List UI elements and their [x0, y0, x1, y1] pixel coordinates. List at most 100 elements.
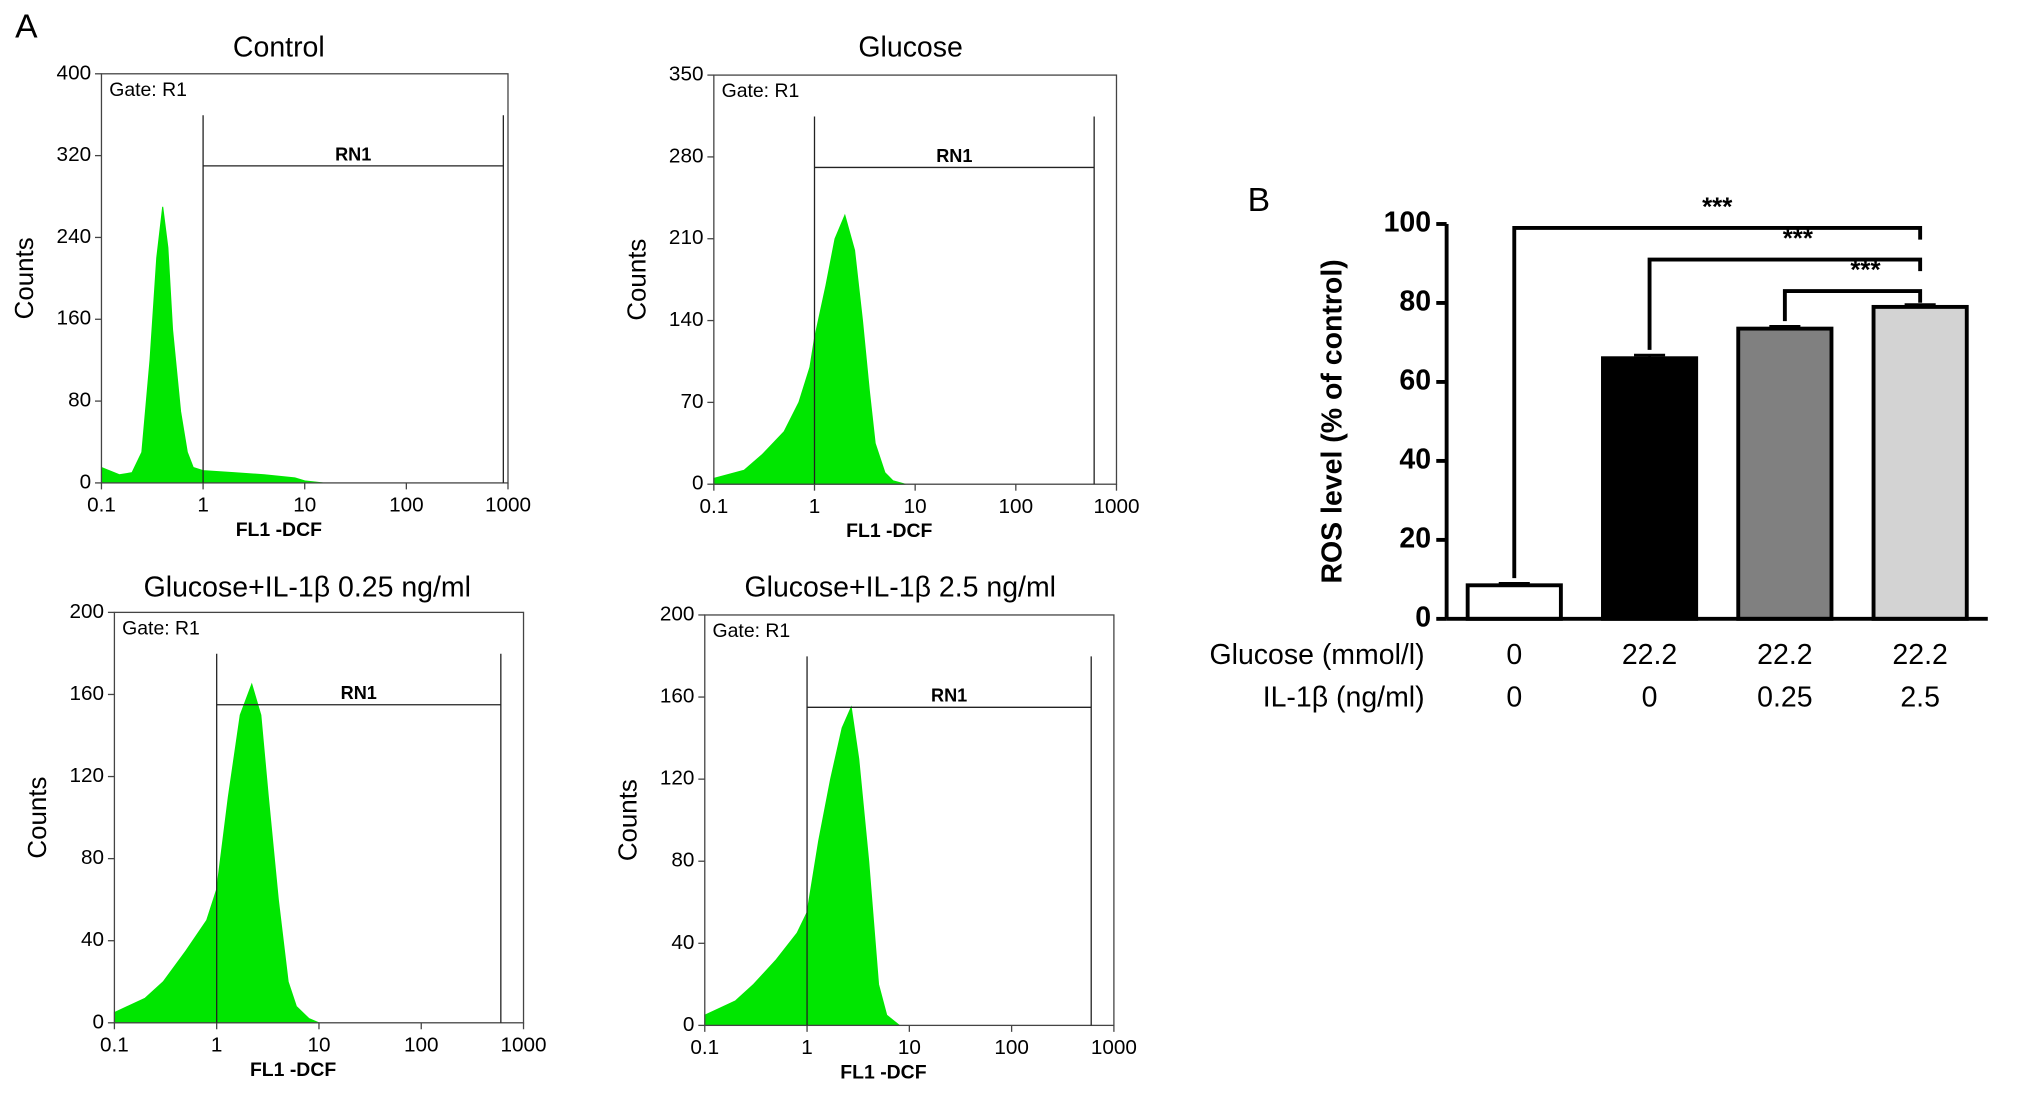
plot-frame [113, 611, 525, 1024]
x-tick-label: 10 [904, 495, 927, 518]
chart-title: Glucose+IL-1β 0.25 ng/ml [144, 572, 471, 604]
gate-label: RN1 [931, 686, 967, 706]
row-value: 22.2 [1622, 639, 1677, 671]
y-tick-label: 80 [68, 389, 91, 412]
x-tick-label: 0.1 [100, 1034, 129, 1057]
row-value: 22.2 [1892, 639, 1947, 671]
y-tick-label: 280 [669, 144, 704, 167]
x-tick-label: 100 [994, 1036, 1029, 1059]
row-value: 0 [1506, 682, 1522, 714]
row-value: 0 [1642, 682, 1658, 714]
row-label: IL-1β (ng/ml) [1263, 682, 1425, 714]
y-tick-label: 0 [683, 1013, 695, 1036]
gate-annotation: Gate: R1 [109, 79, 187, 101]
bar [1465, 583, 1563, 621]
x-tick-label: 0.1 [87, 494, 116, 517]
chart-title: Control [233, 32, 325, 64]
histogram-area [713, 213, 906, 485]
panel-label: B [1248, 182, 1270, 219]
row-value: 22.2 [1757, 639, 1812, 671]
bar [1736, 326, 1834, 621]
y-axis-label: Counts [11, 237, 39, 319]
gate-annotation: Gate: R1 [722, 80, 800, 102]
x-tick-label: 100 [389, 494, 424, 517]
significance-label: *** [1850, 257, 1881, 285]
bar [1871, 304, 1969, 621]
x-tick-label: 100 [404, 1034, 439, 1057]
x-tick-label: 0.1 [699, 495, 728, 518]
y-tick-label: 70 [680, 390, 703, 413]
gate-label: RN1 [936, 146, 972, 166]
y-tick-label: 350 [669, 63, 704, 86]
y-tick-label: 80 [1399, 285, 1431, 317]
significance-bracket [1647, 257, 1923, 350]
y-axis-label: Counts [615, 779, 643, 861]
y-tick-label: 40 [81, 928, 104, 951]
y-tick-label: 120 [70, 764, 105, 787]
x-axis-label: FL1 -DCF [236, 519, 322, 541]
significance-bracket [1782, 289, 1923, 322]
y-tick-label: 160 [57, 307, 92, 330]
y-axis-label: Counts [624, 239, 652, 321]
y-tick-label: 100 [1384, 206, 1432, 238]
x-tick-label: 0.1 [690, 1036, 719, 1059]
y-tick-label: 60 [1399, 364, 1431, 396]
y-tick-label: 40 [1399, 443, 1431, 475]
y-tick-label: 0 [93, 1010, 105, 1033]
y-tick-label: 200 [660, 602, 695, 625]
y-tick-label: 160 [70, 682, 105, 705]
y-tick-label: 240 [57, 225, 92, 248]
x-tick-label: 100 [999, 495, 1034, 518]
x-tick-label: 10 [898, 1036, 921, 1059]
x-axis-label: FL1 -DCF [846, 520, 932, 542]
row-value: 2.5 [1900, 682, 1940, 714]
chart-title: Glucose [858, 32, 962, 64]
x-axis-label: FL1 -DCF [840, 1061, 926, 1083]
significance-bracket [1512, 225, 1923, 579]
x-tick-label: 10 [307, 1034, 330, 1057]
y-tick-label: 210 [669, 226, 704, 249]
x-tick-label: 1000 [500, 1034, 546, 1057]
y-tick-label: 80 [81, 846, 104, 869]
row-value: 0.25 [1757, 682, 1812, 714]
y-tick-label: 160 [660, 685, 695, 708]
plot-frame [704, 614, 1115, 1027]
bar [1601, 356, 1699, 621]
histogram-area [704, 705, 901, 1026]
row-label: Glucose (mmol/l) [1209, 639, 1424, 671]
y-tick-label: 20 [1399, 522, 1431, 554]
row-value: 0 [1506, 639, 1522, 671]
x-tick-label: 1000 [1093, 495, 1139, 518]
gate-label: RN1 [341, 683, 377, 703]
y-tick-label: 140 [669, 308, 704, 331]
x-tick-label: 10 [293, 494, 316, 517]
panel-label: A [15, 8, 38, 45]
x-tick-label: 1 [211, 1034, 223, 1057]
x-axis-label: FL1 -DCF [250, 1059, 336, 1081]
y-tick-label: 0 [692, 472, 704, 495]
y-axis-label: ROS level (% of control) [1317, 259, 1349, 583]
y-tick-label: 0 [80, 470, 92, 493]
gate-annotation: Gate: R1 [122, 617, 200, 639]
y-tick-label: 400 [57, 61, 92, 84]
plot-frame [713, 74, 1118, 485]
y-tick-label: 0 [1415, 601, 1431, 633]
gate-label: RN1 [335, 144, 371, 164]
significance-label: *** [1702, 193, 1733, 221]
y-tick-label: 320 [57, 143, 92, 166]
x-tick-label: 1 [809, 495, 821, 518]
y-tick-label: 80 [671, 849, 694, 872]
x-tick-label: 1000 [485, 494, 531, 517]
y-tick-label: 120 [660, 767, 695, 790]
x-tick-label: 1000 [1091, 1036, 1137, 1059]
chart-title: Glucose+IL-1β 2.5 ng/ml [745, 572, 1057, 604]
histogram-area [113, 682, 320, 1024]
y-tick-label: 40 [671, 931, 694, 954]
significance-label: *** [1783, 225, 1814, 253]
gate-annotation: Gate: R1 [713, 620, 791, 642]
histogram-area [100, 206, 323, 484]
x-tick-label: 1 [801, 1036, 813, 1059]
x-tick-label: 1 [197, 494, 209, 517]
